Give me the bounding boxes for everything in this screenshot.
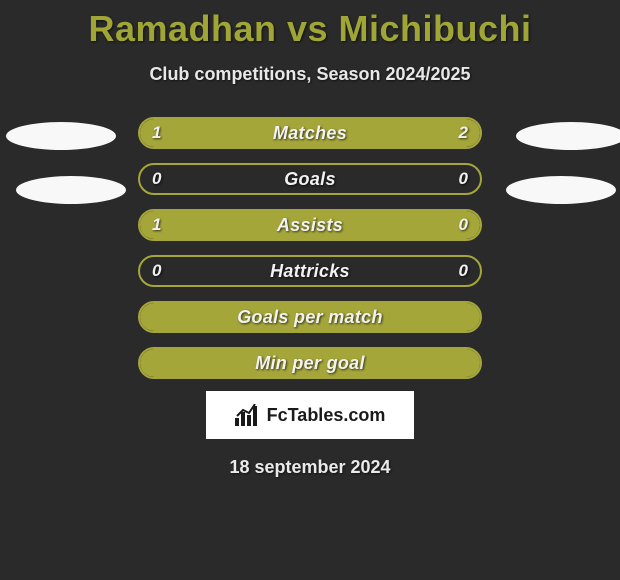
stat-row: Goals per match — [138, 301, 482, 333]
stat-label: Min per goal — [140, 349, 480, 377]
player-right-badge-2 — [506, 176, 616, 204]
stat-row: Min per goal — [138, 347, 482, 379]
stat-value-right: 0 — [459, 211, 468, 239]
fctables-icon — [235, 404, 261, 426]
player-left-badge-1 — [6, 122, 116, 150]
comparison-card: Ramadhan vs Michibuchi Club competitions… — [0, 0, 620, 580]
card-date: 18 september 2024 — [0, 457, 620, 478]
stats-container: Matches12Goals00Assists10Hattricks00Goal… — [0, 117, 620, 379]
stat-value-left: 1 — [152, 211, 161, 239]
stat-row: Assists1 0 — [138, 209, 482, 241]
stat-value-right: 0 — [459, 257, 468, 285]
stat-row: Matches1 2 — [138, 117, 482, 149]
player-right-badge-1 — [516, 122, 620, 150]
stat-row: Goals0 0 — [138, 163, 482, 195]
stat-value-left: 0 — [152, 257, 161, 285]
stat-value-right: 0 — [459, 165, 468, 193]
card-subtitle: Club competitions, Season 2024/2025 — [0, 64, 620, 85]
player-left-badge-2 — [16, 176, 126, 204]
stat-value-right: 2 — [459, 119, 468, 147]
stat-value-left: 0 — [152, 165, 161, 193]
stat-label: Matches — [140, 119, 480, 147]
logo-text: FcTables.com — [267, 405, 386, 426]
stat-label: Goals per match — [140, 303, 480, 331]
logo-box: FcTables.com — [206, 391, 414, 439]
card-title: Ramadhan vs Michibuchi — [0, 0, 620, 50]
stat-label: Goals — [140, 165, 480, 193]
stat-value-left: 1 — [152, 119, 161, 147]
stat-row: Hattricks0 0 — [138, 255, 482, 287]
stat-label: Hattricks — [140, 257, 480, 285]
stat-label: Assists — [140, 211, 480, 239]
